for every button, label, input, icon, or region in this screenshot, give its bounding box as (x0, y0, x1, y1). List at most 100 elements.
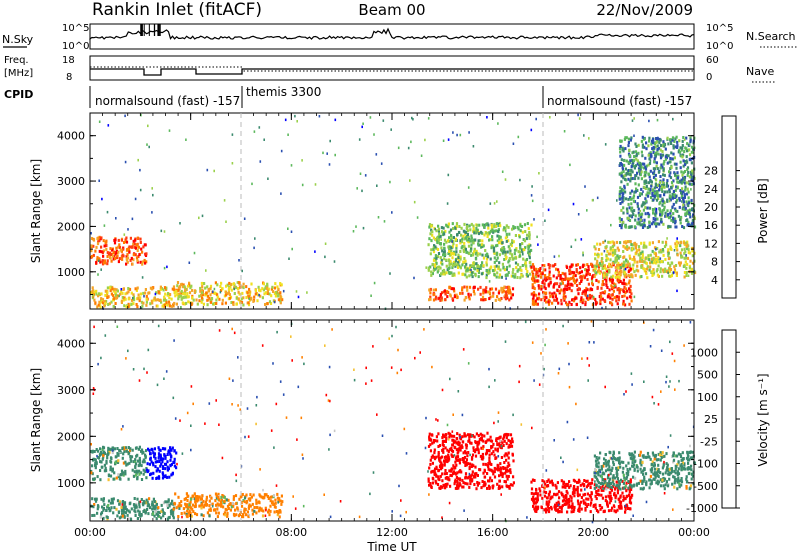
data-cell (481, 261, 484, 265)
data-cell (444, 440, 447, 443)
data-cell (668, 190, 671, 194)
data-cell (466, 285, 469, 289)
data-cell (439, 274, 442, 277)
power-colorbar-label: Power [dB] (756, 178, 770, 243)
data-cell (487, 479, 490, 483)
data-cell (664, 267, 667, 271)
data-cell (500, 456, 503, 459)
data-cell (576, 288, 579, 292)
data-cell (633, 260, 636, 264)
data-cell (434, 258, 437, 262)
data-cell (446, 482, 449, 486)
data-cell (149, 302, 152, 306)
data-cell (576, 485, 579, 489)
data-cell (650, 196, 653, 199)
data-cell (508, 258, 511, 262)
data-cell (148, 145, 150, 149)
data-cell (234, 286, 237, 290)
data-cell (126, 253, 129, 257)
data-cell (481, 295, 485, 299)
data-cell (668, 170, 671, 174)
data-cell (142, 245, 145, 249)
data-cell (439, 298, 442, 302)
data-cell (587, 268, 590, 272)
data-cell (474, 229, 477, 233)
data-cell (139, 237, 142, 241)
data-cell (640, 139, 643, 143)
data-cell (464, 265, 467, 269)
data-cell (461, 485, 464, 489)
data-cell (161, 304, 164, 308)
data-cell (196, 302, 199, 306)
data-cell (504, 466, 507, 470)
data-cell (328, 163, 331, 166)
data-cell (488, 238, 491, 242)
data-cell (484, 482, 487, 486)
data-cell (687, 251, 690, 255)
data-cell (475, 262, 478, 266)
data-cell (625, 481, 628, 485)
data-cell (448, 435, 451, 439)
data-cell (505, 474, 508, 478)
data-cell (482, 471, 485, 475)
data-cell (91, 237, 94, 240)
data-cell (530, 128, 533, 132)
data-cell (675, 198, 679, 202)
data-cell (109, 247, 112, 251)
data-cell (571, 504, 574, 508)
data-cell (552, 295, 555, 299)
power-data-cells (90, 113, 697, 310)
data-cell (452, 273, 455, 277)
data-cell (668, 174, 671, 178)
data-cell (582, 253, 584, 257)
data-cell (104, 302, 107, 305)
data-cell (529, 260, 532, 264)
y-tick-label: 3000 (57, 175, 85, 188)
data-cell (429, 443, 432, 447)
data-cell (249, 493, 252, 497)
data-cell (679, 221, 682, 225)
data-cell (460, 444, 463, 448)
data-cell (172, 514, 175, 518)
data-cell (431, 272, 434, 276)
data-cell (424, 138, 426, 142)
data-cell (619, 241, 622, 245)
data-cell (468, 475, 471, 479)
data-cell (685, 241, 688, 245)
data-cell (154, 510, 157, 513)
data-cell (457, 477, 460, 481)
data-cell (469, 293, 472, 297)
data-cell (262, 509, 265, 513)
data-cell (586, 492, 589, 496)
data-cell (436, 248, 440, 251)
data-cell (605, 245, 608, 249)
data-cell (674, 145, 677, 149)
data-cell (222, 494, 225, 498)
data-cell (439, 474, 442, 478)
data-cell (270, 287, 273, 291)
data-cell (617, 272, 620, 276)
data-cell (118, 294, 120, 298)
data-cell (279, 294, 282, 298)
data-cell (245, 493, 248, 497)
data-cell (485, 257, 489, 261)
data-cell (233, 287, 235, 291)
data-cell (229, 508, 232, 512)
data-cell (96, 305, 99, 309)
data-cell (607, 294, 610, 298)
data-cell (624, 291, 627, 294)
data-cell (619, 273, 622, 277)
data-cell (248, 287, 251, 291)
data-cell (570, 510, 573, 514)
data-cell (662, 162, 665, 166)
data-cell (554, 493, 558, 497)
data-cell (674, 207, 677, 211)
data-cell (494, 224, 497, 228)
data-cell (507, 445, 510, 449)
data-cell (220, 498, 223, 502)
data-cell (477, 442, 480, 446)
data-cell (441, 271, 444, 274)
data-cell (667, 257, 670, 261)
data-cell (101, 448, 104, 452)
data-cell (453, 289, 456, 293)
